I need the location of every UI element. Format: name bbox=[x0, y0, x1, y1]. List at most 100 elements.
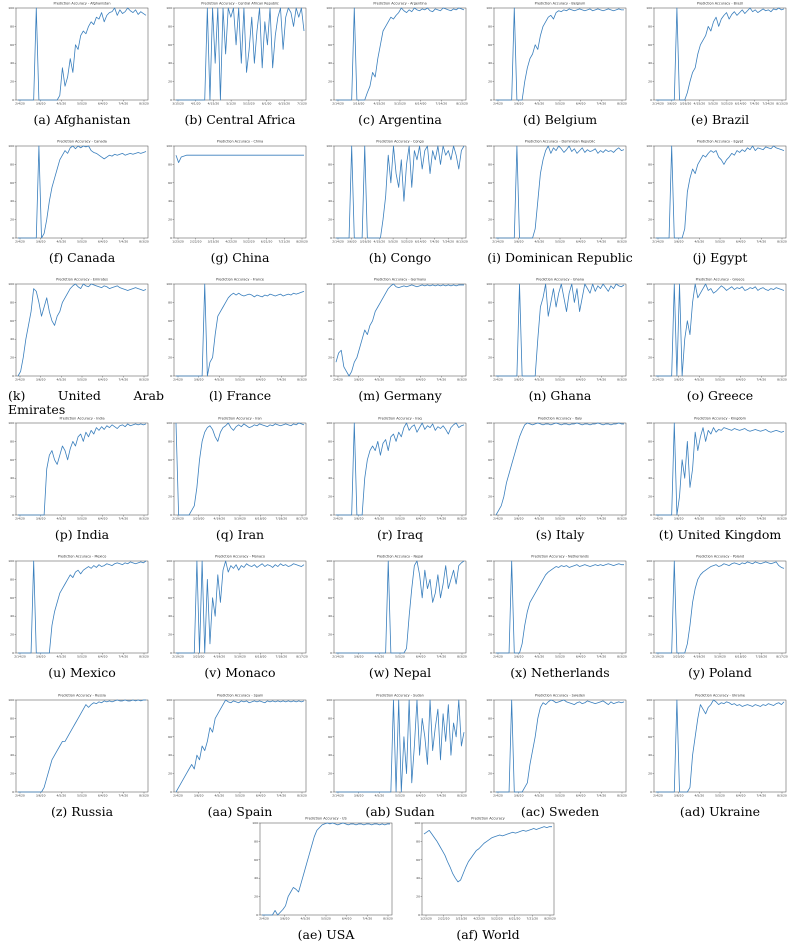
x-tick-label: 4/5/20 bbox=[695, 517, 705, 521]
y-tick-label: 40 bbox=[488, 753, 492, 757]
y-tick-label: 40 bbox=[328, 61, 332, 65]
y-tick-label: 20 bbox=[10, 495, 14, 499]
y-tick-label: 100 bbox=[8, 421, 14, 425]
accuracy-series-line bbox=[496, 145, 625, 239]
x-tick-label: 5/5/20 bbox=[555, 794, 565, 798]
y-tick-label: 100 bbox=[166, 144, 172, 148]
x-tick-label: 6/4/20 bbox=[576, 102, 586, 106]
y-tick-label: 100 bbox=[646, 421, 652, 425]
x-tick-label: 2/22/20 bbox=[190, 240, 202, 244]
x-tick-label: 3/6/20 bbox=[514, 655, 524, 659]
y-tick-label: 100 bbox=[8, 6, 14, 10]
plot-frame bbox=[173, 283, 307, 377]
x-tick-label: 6/4/20 bbox=[736, 794, 746, 798]
y-tick-label: 40 bbox=[10, 753, 14, 757]
x-tick-label: 2/4/20 bbox=[493, 794, 503, 798]
accuracy-series-line bbox=[176, 560, 305, 654]
x-tick-label: 5/5/20 bbox=[77, 655, 87, 659]
accuracy-series-line bbox=[496, 560, 624, 654]
y-tick-label: 100 bbox=[486, 698, 492, 702]
line-chart: Prediction Accuracy - Iran 0 20 40 60 80 100 2/… bbox=[166, 417, 308, 521]
x-tick-label: 2/14/20 bbox=[332, 240, 344, 244]
subfigure-caption: (l) France bbox=[208, 388, 272, 403]
y-tick-label: 0 bbox=[490, 236, 492, 240]
y-tick-label: 20 bbox=[254, 895, 258, 899]
y-tick-label: 100 bbox=[166, 6, 172, 10]
subfigure-caption: (g) China bbox=[210, 250, 270, 265]
y-tick-label: 60 bbox=[648, 596, 652, 600]
y-tick-label: 60 bbox=[328, 596, 332, 600]
y-tick-label: 100 bbox=[166, 698, 172, 702]
line-chart: Prediction Accuracy - Nepal 0 20 40 60 80 100 2… bbox=[326, 555, 467, 659]
y-tick-label: 40 bbox=[168, 199, 172, 203]
y-tick-label: 0 bbox=[330, 651, 332, 655]
y-tick-label: 40 bbox=[648, 337, 652, 341]
y-tick-label: 60 bbox=[488, 735, 492, 739]
x-tick-label: 2/4/20 bbox=[15, 102, 25, 106]
plot-frame bbox=[173, 560, 307, 654]
x-tick-label: 8/20/20 bbox=[544, 917, 556, 921]
y-tick-label: 80 bbox=[416, 839, 420, 843]
subfigure-panel: Prediction Accuracy - Dominican Republic… bbox=[486, 138, 634, 265]
x-tick-label: 3/23/20 bbox=[208, 240, 220, 244]
x-tick-label: 6/4/20 bbox=[576, 240, 586, 244]
line-chart: Prediction Accuracy - Dominican Republic… bbox=[486, 140, 627, 244]
x-tick-label: 7/4/20 bbox=[119, 655, 129, 659]
y-tick-label: 0 bbox=[650, 374, 652, 378]
x-tick-label: 5/5/20 bbox=[395, 655, 405, 659]
x-tick-label: 6/4/20 bbox=[98, 517, 108, 521]
x-tick-label: 5/19/20 bbox=[714, 655, 726, 659]
x-tick-label: 3/20/20 bbox=[673, 655, 685, 659]
x-tick-label: 6/4/20 bbox=[98, 655, 108, 659]
subfigure-panel: Prediction Accuracy - Ghana 0 20 40 60 80 100 2… bbox=[486, 276, 634, 403]
x-tick-label: 3/15/20 bbox=[172, 102, 184, 106]
chart-title: Prediction Accuracy - Brazil bbox=[697, 2, 743, 6]
y-tick-label: 60 bbox=[10, 458, 14, 462]
y-tick-label: 20 bbox=[168, 772, 172, 776]
x-tick-label: 4/15/20 bbox=[208, 102, 220, 106]
line-chart: Prediction Accuracy - France 0 20 40 60 80 100… bbox=[166, 278, 307, 382]
x-tick-label: 3/6/20 bbox=[514, 378, 524, 382]
x-tick-label: 8/3/20 bbox=[297, 794, 307, 798]
chart-title: Prediction Accuracy - France bbox=[216, 278, 264, 282]
x-tick-label: 4/15/20 bbox=[374, 102, 386, 106]
subfigure-panel: Prediction Accuracy - Belgium 0 20 40 60 80 10… bbox=[486, 0, 634, 127]
accuracy-series-line bbox=[495, 422, 624, 516]
y-tick-label: 100 bbox=[486, 144, 492, 148]
x-tick-label: 8/3/20 bbox=[617, 655, 627, 659]
y-tick-label: 60 bbox=[10, 43, 14, 47]
chart-title: Prediction Accuracy - Germany bbox=[374, 278, 426, 282]
subfigure-panel: Prediction Accuracy - Sweden 0 20 40 60 80 100… bbox=[486, 692, 634, 819]
x-tick-label: 2/4/20 bbox=[493, 655, 503, 659]
x-tick-label: 4/5/20 bbox=[375, 517, 385, 521]
x-tick-label: 7/14/20 bbox=[436, 102, 448, 106]
x-tick-label: 5/5/20 bbox=[77, 517, 87, 521]
line-chart: Prediction Accuracy - China 0 20 40 60 80 100 1… bbox=[166, 140, 308, 244]
x-tick-label: 7/4/20 bbox=[277, 378, 287, 382]
x-tick-label: 1/23/20 bbox=[420, 917, 432, 921]
y-tick-label: 100 bbox=[252, 821, 258, 825]
y-tick-label: 0 bbox=[170, 790, 172, 794]
x-tick-label: 3/6/20 bbox=[674, 378, 684, 382]
y-tick-label: 100 bbox=[326, 6, 332, 10]
y-tick-label: 20 bbox=[328, 218, 332, 222]
x-tick-label: 7/4/20 bbox=[757, 240, 767, 244]
subfigure-panel: Prediction Accuracy - Mexico 0 20 40 60 80 100… bbox=[8, 553, 156, 680]
y-tick-label: 100 bbox=[326, 559, 332, 563]
y-tick-label: 20 bbox=[328, 633, 332, 637]
subfigure-caption: (n) Ghana bbox=[528, 388, 592, 403]
y-tick-label: 60 bbox=[648, 735, 652, 739]
accuracy-series-line bbox=[175, 422, 305, 516]
y-tick-label: 0 bbox=[490, 790, 492, 794]
x-tick-label: 8/3/20 bbox=[777, 240, 787, 244]
subfigure-caption: (u) Mexico bbox=[48, 665, 116, 680]
line-chart: Prediction Accuracy - Netherlands 0 20 40 60… bbox=[486, 555, 627, 659]
chart-title: Prediction Accuracy - Ukraine bbox=[695, 694, 745, 698]
y-tick-label: 40 bbox=[328, 199, 332, 203]
y-tick-label: 40 bbox=[10, 614, 14, 618]
x-tick-label: 4/5/20 bbox=[57, 102, 67, 106]
x-tick-label: 3/26/20 bbox=[360, 240, 372, 244]
subfigure-panel: Prediction Accuracy - Italy 0 20 40 60 80 100 2… bbox=[486, 415, 634, 542]
x-tick-label: 7/4/20 bbox=[437, 655, 447, 659]
